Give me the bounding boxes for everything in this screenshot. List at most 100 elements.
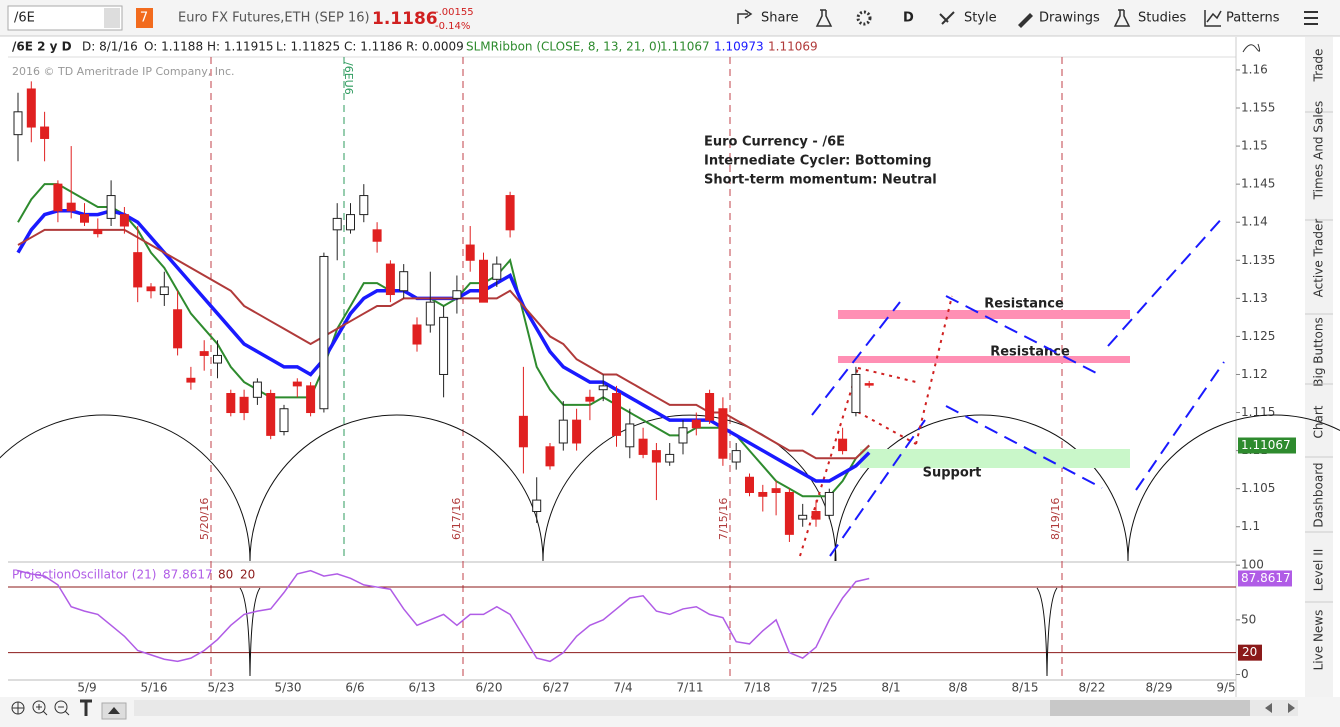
link-box[interactable] <box>136 8 153 28</box>
projection-line <box>945 405 1103 489</box>
candle-body <box>465 244 475 261</box>
y-tick-label: 1.145 <box>1241 177 1275 191</box>
y-tick-label: 1.15 <box>1241 139 1268 153</box>
scroll-thumb[interactable] <box>1050 700 1250 716</box>
drawings-button[interactable]: Drawings <box>1039 11 1100 26</box>
x-tick-label: 8/8 <box>948 681 967 695</box>
candle-body <box>811 511 821 520</box>
zone-label: Resistance <box>984 297 1064 312</box>
candle-body <box>518 415 528 448</box>
projection-line <box>857 367 917 383</box>
side-tab[interactable]: Trade <box>1312 49 1326 83</box>
candle-body <box>864 383 874 386</box>
candle-body <box>252 381 262 398</box>
link-number[interactable]: 7 <box>140 11 148 26</box>
candle-body <box>213 354 222 364</box>
candle-body <box>106 195 116 219</box>
candle-body <box>558 419 568 444</box>
info-low: L: 1.11825 <box>276 40 340 54</box>
symbol-dropdown[interactable] <box>104 8 120 28</box>
annotation: Euro Currency - /6E <box>704 135 845 150</box>
annotation: Internediate Cycler: Bottoming <box>704 154 932 169</box>
x-tick-label: 6/27 <box>543 681 570 695</box>
projection-line <box>811 301 901 416</box>
style-button[interactable]: Style <box>964 11 997 26</box>
percent-change: -0.14% <box>435 21 470 32</box>
candle-body <box>26 88 36 128</box>
candle-body <box>851 373 861 414</box>
candle-body <box>292 381 302 387</box>
ribbon-value: 1.10973 <box>714 40 764 54</box>
candle-body <box>824 491 834 516</box>
candle-body <box>359 195 369 216</box>
side-tab[interactable]: Times And Sales <box>1312 101 1326 201</box>
candle-body <box>838 438 848 452</box>
side-tab[interactable]: Chart <box>1312 405 1326 438</box>
candle-body <box>13 111 23 136</box>
expiry-label: /6EU6 <box>342 62 355 95</box>
zone <box>860 449 1130 468</box>
candle-body <box>665 453 675 463</box>
candle-body <box>173 309 183 349</box>
price-label-box <box>1238 644 1262 661</box>
x-tick-label: 5/16 <box>141 681 168 695</box>
y-tick-label: 1.12 <box>1241 367 1268 381</box>
candle-body <box>718 408 728 459</box>
price-label-box <box>1238 437 1296 454</box>
share-button[interactable]: Share <box>761 11 799 26</box>
side-tab[interactable]: Live News <box>1312 610 1326 671</box>
y-tick-label: 1.1 <box>1241 519 1260 533</box>
candle-body <box>452 290 462 299</box>
price-label-box <box>1238 570 1292 587</box>
study-label: SLMRibbon (CLOSE, 8, 13, 21, 0) <box>466 40 661 54</box>
candle-body <box>239 396 249 414</box>
studies-button[interactable]: Studies <box>1138 11 1186 26</box>
candle-body <box>771 488 781 493</box>
level-label: 80 <box>218 568 233 582</box>
projection-line <box>1107 215 1225 347</box>
candle-body <box>399 271 409 292</box>
candle-body <box>186 377 196 383</box>
candle-body <box>226 393 236 414</box>
price-label: 1.11067 <box>1241 438 1291 452</box>
side-tabs <box>1305 37 1333 697</box>
candle-body <box>306 385 316 414</box>
info-date: D: 8/1/16 <box>82 40 138 54</box>
x-tick-label: 5/9 <box>77 681 96 695</box>
symbol[interactable]: /6E <box>14 11 35 26</box>
candle-body <box>532 499 542 513</box>
zone-label: Support <box>923 466 982 481</box>
candle-body <box>80 214 89 223</box>
cycle-label: 7/15/16 <box>717 498 730 540</box>
candle-body <box>625 423 635 448</box>
side-tab[interactable]: Level II <box>1312 549 1326 592</box>
info-close: C: 1.1186 <box>344 40 402 54</box>
cycle-arc <box>542 414 837 562</box>
last-price: 1.1186 <box>372 9 438 29</box>
candle-body <box>691 419 701 429</box>
x-tick-label: 5/30 <box>275 681 302 695</box>
y-tick-label: 50 <box>1241 612 1256 626</box>
cycle-arc <box>249 414 544 562</box>
symbol-box[interactable] <box>7 5 123 31</box>
oscillator-value: 87.8617 <box>163 568 213 582</box>
side-tab[interactable]: Big Buttons <box>1312 317 1326 386</box>
y-tick-label: 1.155 <box>1241 101 1275 115</box>
candle-body <box>412 324 422 345</box>
candle-body <box>372 229 382 242</box>
projection-line <box>799 367 859 557</box>
patterns-button[interactable]: Patterns <box>1226 11 1280 26</box>
aggregation-button[interactable]: D <box>903 11 914 26</box>
side-tab[interactable]: Active Trader <box>1312 219 1326 298</box>
candle-body <box>585 396 595 402</box>
zone-label: Resistance <box>990 345 1070 360</box>
watermark: 2016 © TD Ameritrade IP Company, Inc. <box>12 65 235 78</box>
level-label: 20 <box>240 568 255 582</box>
projection-line <box>857 411 917 445</box>
zone <box>838 310 1130 319</box>
x-tick-label: 8/15 <box>1012 681 1039 695</box>
side-tab[interactable]: Dashboard <box>1312 462 1326 527</box>
projection-line <box>829 419 926 557</box>
scrollbar[interactable] <box>134 700 1298 716</box>
